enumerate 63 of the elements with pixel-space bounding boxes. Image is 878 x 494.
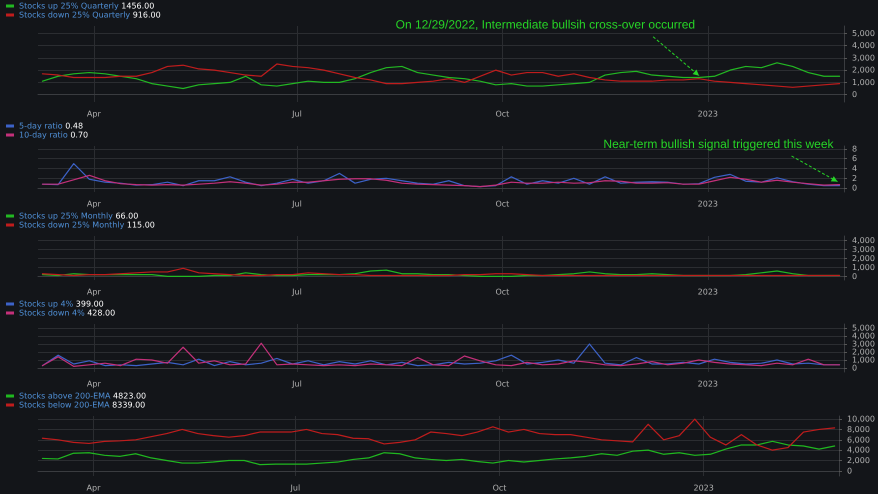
legend-label: Stocks up 4% 399.00 (19, 300, 104, 308)
y-tick-label: 3,000 (852, 53, 875, 62)
x-tick-label: Oct (495, 200, 510, 208)
y-tick-label: 3,000 (852, 244, 875, 254)
legend-label: Stocks above 200-EMA 4823.00 (19, 392, 146, 400)
x-tick-label: Oct (492, 484, 506, 492)
legend-label: Stocks down 25% Quarterly 916.00 (19, 10, 161, 20)
legend-label: Stocks up 25% Monthly 66.00 (19, 212, 138, 220)
x-tick-label: Apr (86, 110, 102, 118)
y-tick-label: 2,000 (852, 254, 875, 263)
y-tick-label: 0 (852, 272, 858, 281)
legend-label: Stocks down 4% 428.00 (19, 308, 116, 318)
legend-label: Stocks up 25% Quarterly 1456.00 (19, 2, 154, 10)
x-tick-label: Apr (86, 288, 102, 296)
y-tick-label: 4,000 (852, 41, 875, 50)
x-tick-label: Oct (495, 380, 510, 388)
x-tick-label: Apr (86, 484, 102, 492)
legend-label: Stocks below 200-EMA 8339.00 (19, 400, 146, 410)
y-tick-label: 5,000 (852, 28, 875, 38)
x-tick-label: Jul (291, 110, 302, 118)
y-tick-label: 8,000 (847, 424, 870, 434)
y-tick-label: 10,000 (847, 414, 876, 424)
y-tick-label: 1,000 (852, 356, 875, 364)
y-tick-label: 0 (852, 364, 858, 372)
x-tick-label: Jul (290, 484, 300, 492)
y-tick-label: 4 (852, 164, 858, 174)
y-tick-label: 4,000 (847, 446, 870, 455)
legend-label: 10-day ratio 0.70 (19, 130, 88, 140)
line-series (42, 418, 836, 451)
y-tick-label: 6 (852, 154, 858, 164)
x-tick-label: Oct (495, 110, 510, 118)
annotation: Near-term bullish signal triggered this week (603, 137, 835, 151)
y-tick-label: 2 (852, 174, 858, 183)
x-tick-label: Jul (291, 200, 302, 208)
x-tick-label: 2023 (698, 200, 718, 208)
y-tick-label: 0 (852, 90, 858, 100)
y-tick-label: 0 (852, 184, 858, 193)
y-tick-label: 3,000 (852, 340, 875, 348)
y-tick-label: 4,000 (852, 332, 875, 340)
line-series (42, 174, 840, 188)
y-tick-label: 4,000 (852, 236, 875, 245)
y-tick-label: 0 (847, 466, 852, 476)
x-tick-label: 2023 (698, 380, 718, 388)
x-tick-label: Jul (291, 288, 302, 296)
x-tick-label: Apr (86, 200, 102, 208)
y-tick-label: 8 (852, 144, 858, 154)
y-tick-label: 2,000 (847, 456, 870, 465)
x-tick-label: Jul (291, 380, 302, 388)
y-tick-label: 5,000 (852, 324, 875, 332)
y-tick-label: 6,000 (847, 435, 870, 444)
legend-label: Stocks down 25% Monthly 115.00 (19, 220, 155, 230)
x-tick-label: 2023 (693, 484, 714, 492)
y-tick-label: 2,000 (852, 66, 875, 75)
y-tick-label: 1,000 (852, 78, 875, 87)
line-series (42, 440, 836, 466)
y-tick-label: 1,000 (852, 262, 875, 272)
x-tick-label: Apr (86, 380, 102, 388)
annotation: On 12/29/2022, Intermediate bullsih cross-over occurred (396, 18, 696, 32)
y-tick-label: 2,000 (852, 348, 875, 356)
legend-label: 5-day ratio 0.48 (19, 122, 84, 130)
x-tick-label: 2023 (698, 110, 718, 118)
x-tick-label: Oct (495, 288, 510, 296)
x-tick-label: 2023 (698, 288, 718, 296)
